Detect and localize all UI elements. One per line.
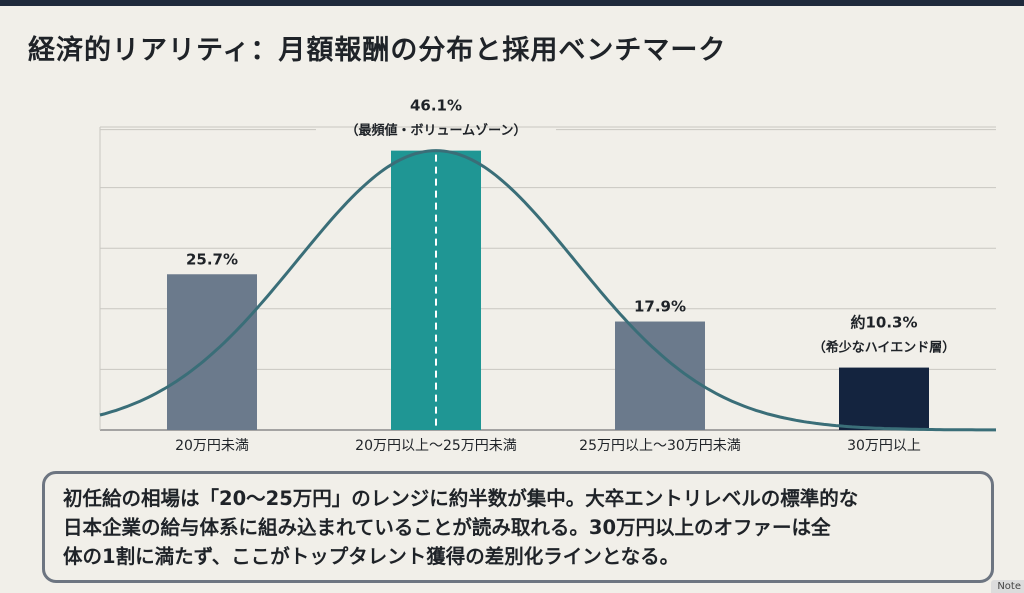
summary-line: 日本企業の給与体系に組み込まれていることが読み取れる。30万円以上のオファーは全 (63, 516, 831, 539)
value-label: 46.1% (410, 97, 462, 115)
distribution-curve (99, 149, 996, 432)
value-label: 25.7% (186, 250, 238, 268)
value-sublabel: （希少なハイエンド層） (813, 340, 956, 356)
summary-box: 初任給の相場は「20〜25万円」のレンジに約半数が集中。大卒エントリレベルの標準… (42, 471, 994, 583)
value-label: 約10.3% (850, 314, 917, 332)
bar (839, 367, 929, 430)
summary-line: 初任給の相場は「20〜25万円」のレンジに約半数が集中。大卒エントリレベルの標準… (63, 487, 859, 510)
distribution-chart: 25.7% 20万円未満 46.1% （最頻値・ボリュームゾーン） 20万円以上〜25万… (99, 97, 996, 454)
summary-line: 体の1割に満たず、ここがトップタレント獲得の差別化ラインとなる。 (63, 545, 680, 568)
value-label: 17.9% (634, 298, 686, 316)
category-label: 20万円未満 (175, 438, 249, 454)
bars (167, 150, 929, 430)
summary-text: 初任給の相場は「20〜25万円」のレンジに約半数が集中。大卒エントリレベルの標準… (63, 484, 983, 571)
bar (615, 321, 705, 430)
category-label: 30万円以上 (847, 438, 921, 454)
value-sublabel: （最頻値・ボリュームゾーン） (346, 123, 527, 139)
category-label: 20万円以上〜25万円未満 (355, 438, 517, 454)
note-badge: Note (991, 580, 1024, 593)
page-title: 経済的リアリティ：月額報酬の分布と採用ベンチマーク (28, 35, 727, 66)
data-labels: 25.7% 20万円未満 46.1% （最頻値・ボリュームゾーン） 20万円以上〜25万… (175, 97, 955, 454)
top-bar (0, 0, 1024, 6)
category-label: 25万円以上〜30万円未満 (579, 438, 741, 454)
